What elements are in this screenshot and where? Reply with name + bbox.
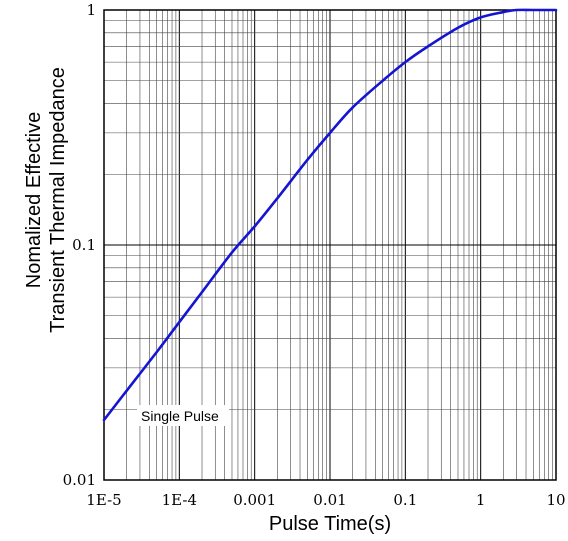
x-tick-label: 1 <box>476 491 486 509</box>
series-line <box>102 8 558 422</box>
annotation-single-pulse: Single Pulse <box>141 408 219 424</box>
x-tick-label: 1E-4 <box>162 491 197 509</box>
x-tick-label: 0.001 <box>233 491 276 509</box>
x-tick-label: 1E-5 <box>86 491 121 509</box>
y-axis-title-line-2: Transient Thermal Impedance <box>47 67 69 333</box>
y-tick-label: 1 <box>86 1 96 19</box>
y-axis-title: Nomalized Effective Transient Thermal Im… <box>23 67 69 333</box>
plot-frame <box>103 9 557 481</box>
y-tick-label: 0.01 <box>63 471 96 489</box>
tick-labels: 1E-5 1E-4 0.001 0.01 0.1 1 10 0.01 0.1 1 <box>63 1 566 509</box>
x-tick-label: 10 <box>546 491 565 509</box>
y-axis-title-line-1: Nomalized Effective <box>23 112 45 288</box>
x-tick-label: 0.1 <box>393 491 417 509</box>
y-tick-label: 0.1 <box>72 236 96 254</box>
annotation-background <box>137 405 229 426</box>
x-tick-label: 0.01 <box>313 491 346 509</box>
grid-lines <box>103 10 556 481</box>
x-axis-title: Pulse Time(s) <box>269 513 391 535</box>
